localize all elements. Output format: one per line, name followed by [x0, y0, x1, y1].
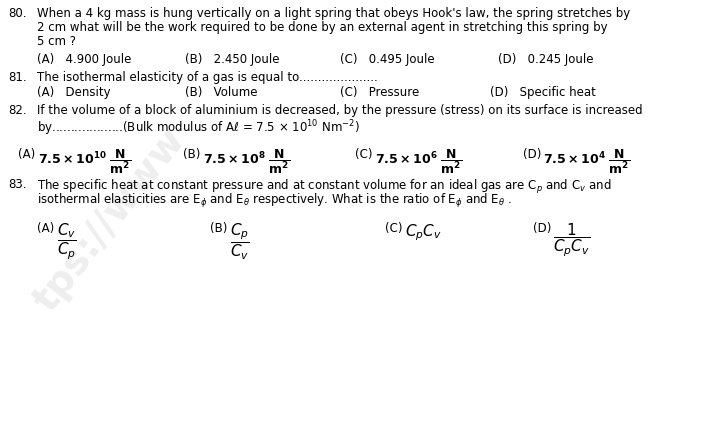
- Text: (B)   Volume: (B) Volume: [185, 86, 257, 99]
- Text: $\dfrac{C_p}{C_v}$: $\dfrac{C_p}{C_v}$: [230, 222, 250, 262]
- Text: (D)   0.245 Joule: (D) 0.245 Joule: [498, 53, 593, 66]
- Text: $\mathbf{7.5 \times 10^{6}}$ $\mathbf{\dfrac{N}{m^2}}$: $\mathbf{7.5 \times 10^{6}}$ $\mathbf{\d…: [375, 148, 462, 176]
- Text: 5 cm ?: 5 cm ?: [37, 35, 76, 48]
- Text: tps://www: tps://www: [27, 121, 193, 319]
- Text: If the volume of a block of aluminium is decreased, by the pressure (stress) on : If the volume of a block of aluminium is…: [37, 104, 643, 117]
- Text: (D): (D): [533, 222, 551, 235]
- Text: 81.: 81.: [8, 71, 27, 84]
- Text: (A)   Density: (A) Density: [37, 86, 111, 99]
- Text: (C): (C): [355, 148, 372, 161]
- Text: (B)   2.450 Joule: (B) 2.450 Joule: [185, 53, 279, 66]
- Text: (C)   0.495 Joule: (C) 0.495 Joule: [340, 53, 435, 66]
- Text: 80.: 80.: [8, 7, 26, 20]
- Text: 2 cm what will be the work required to be done by an external agent in stretchin: 2 cm what will be the work required to b…: [37, 21, 608, 34]
- Text: 83.: 83.: [8, 178, 26, 191]
- Text: $\mathbf{7.5 \times 10^{10}}$ $\mathbf{\dfrac{N}{m^2}}$: $\mathbf{7.5 \times 10^{10}}$ $\mathbf{\…: [38, 148, 131, 176]
- Text: (D)   Specific heat: (D) Specific heat: [490, 86, 596, 99]
- Text: $C_p C_v$: $C_p C_v$: [405, 222, 442, 243]
- Text: When a 4 kg mass is hung vertically on a light spring that obeys Hook's law, the: When a 4 kg mass is hung vertically on a…: [37, 7, 630, 20]
- Text: 82.: 82.: [8, 104, 27, 117]
- Text: (A): (A): [18, 148, 35, 161]
- Text: The specific heat at constant pressure and at constant volume for an ideal gas a: The specific heat at constant pressure a…: [37, 178, 611, 196]
- Text: (A)   4.900 Joule: (A) 4.900 Joule: [37, 53, 132, 66]
- Text: $\mathbf{7.5 \times 10^{4}}$ $\mathbf{\dfrac{N}{m^2}}$: $\mathbf{7.5 \times 10^{4}}$ $\mathbf{\d…: [543, 148, 630, 176]
- Text: The isothermal elasticity of a gas is equal to.....................: The isothermal elasticity of a gas is eq…: [37, 71, 378, 84]
- Text: (C): (C): [385, 222, 403, 235]
- Text: $\mathbf{7.5 \times 10^{8}}$ $\mathbf{\dfrac{N}{m^2}}$: $\mathbf{7.5 \times 10^{8}}$ $\mathbf{\d…: [203, 148, 290, 176]
- Text: $\dfrac{1}{C_p C_v}$: $\dfrac{1}{C_p C_v}$: [553, 222, 590, 259]
- Text: (A): (A): [37, 222, 55, 235]
- Text: (D): (D): [523, 148, 542, 161]
- Text: (B): (B): [183, 148, 201, 161]
- Text: $\dfrac{C_v}{C_p}$: $\dfrac{C_v}{C_p}$: [57, 222, 77, 262]
- Text: by...................(Bulk modulus of A$\ell$ = 7.5 $\times$ 10$^{10}$ Nm$^{-2}$: by...................(Bulk modulus of A$…: [37, 118, 360, 137]
- Text: (B): (B): [210, 222, 228, 235]
- Text: isothermal elasticities are E$_\phi$ and E$_\theta$ respectively. What is the ra: isothermal elasticities are E$_\phi$ and…: [37, 192, 512, 210]
- Text: (C)   Pressure: (C) Pressure: [340, 86, 419, 99]
